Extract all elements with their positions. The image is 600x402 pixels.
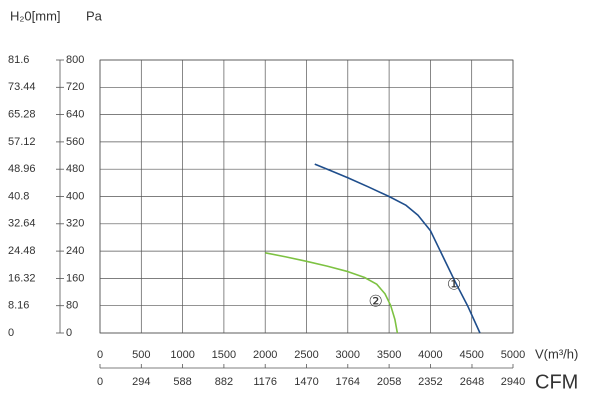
x2-tick-label: 882: [215, 376, 233, 388]
y2-tick-label: 40.8: [8, 190, 29, 202]
y2-axis-label: Pa: [86, 8, 103, 23]
series-label: ②: [368, 294, 382, 311]
y2-tick-label: 32.64: [8, 218, 36, 230]
y-tick-label: 0: [66, 327, 72, 339]
x2-tick-label: 1470: [294, 376, 318, 388]
y2-tick-label: 73.44: [8, 81, 36, 93]
y-tick-label: 320: [66, 218, 84, 230]
x2-tick-label: 1176: [253, 376, 277, 388]
x-axis-label: V(m³/h): [535, 346, 578, 361]
x-tick-label: 0: [97, 349, 103, 361]
y-tick-label: 400: [66, 190, 84, 202]
x-tick-label: 1000: [170, 349, 194, 361]
y-tick-label: 640: [66, 109, 84, 121]
x2-tick-label: 0: [97, 376, 103, 388]
x-tick-label: 500: [132, 349, 150, 361]
y2-tick-label: 81.6: [8, 54, 29, 66]
y-tick-label: 80: [66, 300, 78, 312]
x-tick-label: 3000: [336, 349, 360, 361]
y-tick-label: 160: [66, 272, 84, 284]
x2-tick-label: 2058: [377, 376, 401, 388]
x2-tick-label: 2352: [418, 376, 442, 388]
x-tick-label: 4000: [418, 349, 442, 361]
y2-tick-label: 0: [8, 327, 14, 339]
y-tick-label: 480: [66, 163, 84, 175]
y-tick-label: 800: [66, 54, 84, 66]
y-tick-label: 720: [66, 81, 84, 93]
x2-tick-label: 588: [173, 376, 191, 388]
x2-tick-label: 2940: [501, 376, 525, 388]
series-line: [265, 252, 399, 334]
y2-tick-label: 24.48: [8, 245, 36, 257]
y-tick-label: 240: [66, 245, 84, 257]
series-label: ①: [447, 276, 461, 293]
y2-tick-label: 65.28: [8, 109, 36, 121]
y2-tick-label: 48.96: [8, 163, 36, 175]
y2-tick-label: 16.32: [8, 272, 36, 284]
y2-tick-label: 8.16: [8, 300, 29, 312]
x2-tick-label: 2648: [460, 376, 484, 388]
x2-axis-label: CFM: [535, 371, 578, 393]
x-tick-label: 3500: [377, 349, 401, 361]
x2-tick-label: 294: [132, 376, 150, 388]
x-tick-label: 5000: [501, 349, 525, 361]
y-axis-label: H₂0[mm]: [10, 8, 61, 23]
x2-tick-label: 1764: [336, 376, 360, 388]
x-tick-label: 2000: [253, 349, 277, 361]
x-tick-label: 4500: [459, 349, 483, 361]
x-tick-label: 1500: [212, 349, 236, 361]
y2-tick-label: 57.12: [8, 136, 36, 148]
x-tick-label: 2500: [294, 349, 318, 361]
y-tick-label: 560: [66, 136, 84, 148]
series-line: [314, 163, 481, 334]
